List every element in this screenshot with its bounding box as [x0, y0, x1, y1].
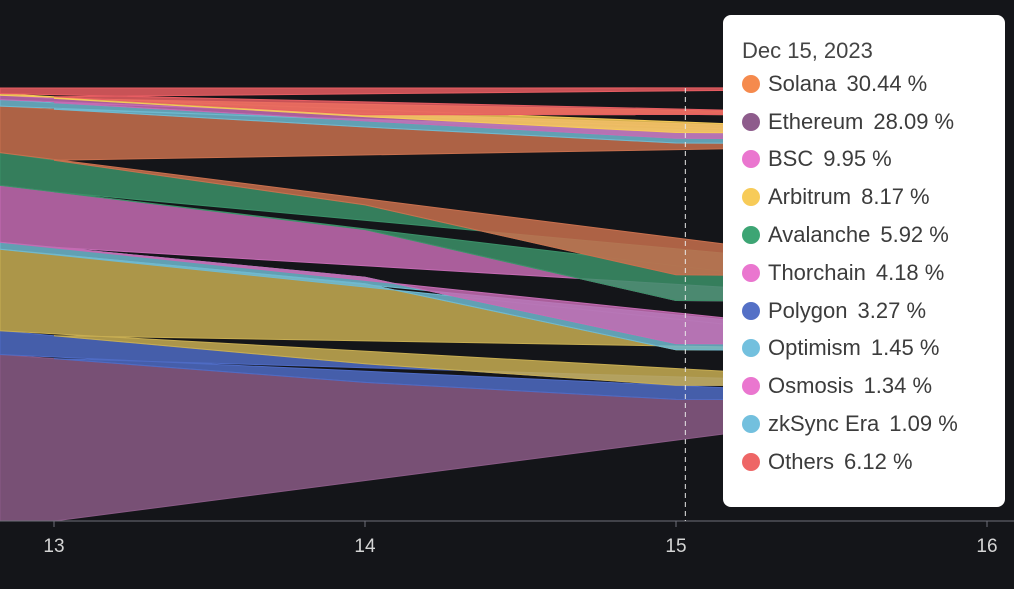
legend-dot-icon [742, 415, 760, 434]
legend-dot-icon [742, 339, 760, 358]
tooltip-row: Osmosis 1.34 % [742, 367, 1005, 405]
x-tick-label: 16 [976, 536, 997, 557]
x-tick-label: 13 [43, 536, 64, 557]
tooltip-series-name: Thorchain [768, 259, 866, 285]
tooltip-series-value: 5.92 % [880, 222, 949, 248]
tooltip-date: Dec 15, 2023 [742, 38, 873, 63]
tooltip-series-value: 1.45 % [870, 335, 940, 361]
legend-dot-icon [742, 112, 760, 131]
tooltip-series-value: 28.09 % [873, 108, 955, 134]
tooltip-series-name: Osmosis [768, 373, 854, 399]
legend-dot-icon [742, 263, 760, 282]
tooltip-row: zkSync Era 1.09 % [742, 405, 1005, 443]
tooltip-series-value: 30.44 % [846, 70, 928, 96]
legend-dot-icon [742, 188, 760, 207]
tooltip-series-value: 1.09 % [889, 411, 958, 437]
tooltip-series-name: Others [768, 448, 835, 474]
x-tick-label: 14 [354, 536, 376, 557]
legend-dot-icon [742, 452, 760, 471]
tooltip-row: Thorchain 4.18 % [742, 254, 1005, 292]
tooltip-series-name: Solana [768, 70, 837, 96]
legend-dot-icon [742, 301, 760, 320]
tooltip-list: Solana 30.44 % Ethereum 28.09 % BSC 9.95 % Arb… [742, 65, 1005, 481]
tooltip-row: Ethereum 28.09 % [742, 103, 1005, 141]
tooltip-series-value: 9.95 % [823, 146, 892, 172]
tooltip-row: Avalanche 5.92 % [742, 216, 1005, 254]
tooltip-series-name: zkSync Era [768, 411, 880, 437]
tooltip-series-value: 1.34 % [863, 373, 933, 399]
tooltip-row: Optimism 1.45 % [742, 330, 1005, 368]
tooltip-series-value: 8.17 % [861, 184, 930, 210]
tooltip-series-value: 6.12 % [844, 448, 913, 474]
area-others[interactable] [0, 87, 988, 117]
tooltip-series-name: Arbitrum [768, 184, 852, 210]
x-tick-label: 15 [665, 536, 686, 557]
legend-dot-icon [742, 74, 760, 93]
tooltip-series-value: 3.27 % [857, 297, 927, 323]
tooltip-row: BSC 9.95 % [742, 141, 1005, 179]
tooltip-row: Arbitrum 8.17 % [742, 178, 1005, 216]
tooltip-row: Solana 30.44 % [742, 65, 1005, 103]
tooltip-series-name: Optimism [768, 335, 861, 361]
tooltip: Dec 15, 2023 Solana 30.44 % Ethereum 28.09 … [723, 15, 1005, 507]
legend-dot-icon [742, 226, 760, 245]
tooltip-series-name: Polygon [768, 297, 848, 323]
x-axis: 13 14 15 16 [0, 520, 1014, 557]
tooltip-row: Polygon 3.27 % [742, 292, 1005, 330]
legend-dot-icon [742, 150, 760, 169]
tooltip-row: Others 6.12 % [742, 443, 1005, 481]
tooltip-series-name: Ethereum [768, 108, 864, 134]
tooltip-series-name: Avalanche [768, 222, 871, 248]
tooltip-series-name: BSC [768, 146, 814, 172]
tooltip-series-value: 4.18 % [875, 259, 945, 285]
legend-dot-icon [742, 377, 760, 396]
